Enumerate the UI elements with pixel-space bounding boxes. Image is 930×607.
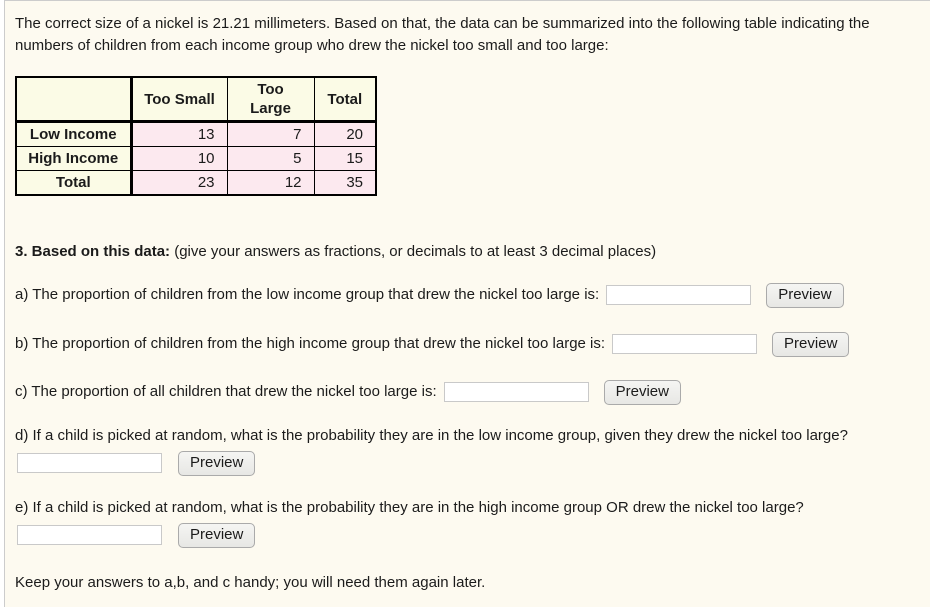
section-heading: 3. Based on this data: (give your answer… [15, 241, 918, 263]
section-heading-bold: 3. Based on this data: [15, 243, 171, 260]
section-heading-rest: (give your answers as fractions, or deci… [170, 243, 657, 260]
answer-input-a[interactable] [606, 285, 752, 306]
answer-input-b[interactable] [612, 334, 758, 355]
question-d-answer-row: Preview [15, 450, 918, 476]
question-e: e) If a child is picked at random, what … [15, 497, 918, 548]
answer-input-d[interactable] [17, 453, 162, 474]
table-cell: 13 [130, 121, 228, 147]
table-row-high-income: High Income 10 5 15 [15, 146, 377, 171]
question-a: a) The proportion of children from the l… [15, 282, 918, 308]
question-a-label: a) The proportion of children from the l… [15, 286, 600, 303]
question-c-label: c) The proportion of all children that d… [15, 383, 437, 400]
table-cell: 15 [313, 146, 377, 171]
row-header-high-income: High Income [15, 146, 133, 171]
table-header-row: Too Small Too Large Total [15, 76, 377, 123]
column-header-too-small: Too Small [130, 76, 228, 123]
table-cell: 7 [226, 121, 315, 147]
table-cell: 10 [130, 146, 228, 171]
question-e-answer-row: Preview [15, 522, 918, 548]
question-c: c) The proportion of all children that d… [15, 379, 918, 405]
table-corner-cell [15, 76, 133, 123]
table-cell: 23 [130, 170, 228, 196]
question-e-label: e) If a child is picked at random, what … [15, 499, 804, 516]
preview-button-e[interactable]: Preview [178, 522, 256, 548]
row-header-total: Total [15, 170, 133, 196]
answer-input-e[interactable] [17, 525, 162, 546]
table-cell: 12 [226, 170, 315, 196]
column-header-total: Total [313, 76, 377, 123]
contingency-table: Too Small Too Large Total Low Income 13 … [15, 76, 377, 196]
question-d: d) If a child is picked at random, what … [15, 425, 918, 476]
table-row-total: Total 23 12 35 [15, 170, 377, 196]
answer-input-c[interactable] [443, 382, 589, 403]
problem-container: The correct size of a nickel is 21.21 mi… [4, 0, 930, 607]
intro-paragraph: The correct size of a nickel is 21.21 mi… [15, 15, 870, 54]
keep-note: Keep your answers to a,b, and c handy; y… [15, 574, 486, 591]
question-b-label: b) The proportion of children from the h… [15, 335, 606, 352]
preview-button-d[interactable]: Preview [178, 450, 256, 476]
table-cell: 20 [313, 121, 377, 147]
preview-button-b[interactable]: Preview [772, 331, 850, 357]
row-header-low-income: Low Income [15, 121, 133, 147]
table-cell: 5 [226, 146, 315, 171]
table-cell: 35 [313, 170, 377, 196]
question-d-label: d) If a child is picked at random, what … [15, 427, 848, 444]
table-row-low-income: Low Income 13 7 20 [15, 121, 377, 147]
column-header-too-large: Too Large [226, 76, 315, 123]
preview-button-a[interactable]: Preview [766, 282, 844, 308]
question-b: b) The proportion of children from the h… [15, 331, 918, 357]
preview-button-c[interactable]: Preview [603, 379, 681, 405]
